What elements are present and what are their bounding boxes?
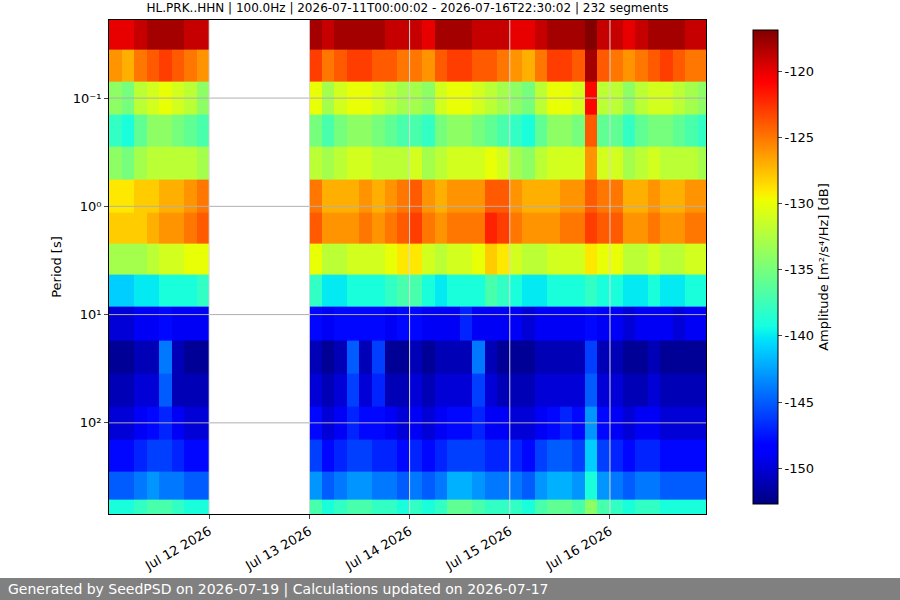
svg-text:Jul 14 2026: Jul 14 2026 bbox=[342, 523, 414, 573]
html-text:Generated by SeedPSD on 2026-0: Generated by SeedPSD on 2026-07-19 | Cal… bbox=[8, 581, 549, 597]
svg-text:-145: -145 bbox=[785, 395, 815, 410]
svg-text:Amplitude [m²/s⁴/Hz] [dB]: Amplitude [m²/s⁴/Hz] [dB] bbox=[816, 183, 831, 351]
svg-text:Jul 15 2026: Jul 15 2026 bbox=[442, 523, 514, 573]
svg-text:Jul 16 2026: Jul 16 2026 bbox=[543, 523, 615, 573]
svg-text:-125: -125 bbox=[785, 130, 815, 145]
svg-text:HL.PRK..HHN | 100.0Hz | 2026-0: HL.PRK..HHN | 100.0Hz | 2026-07-11T00:00… bbox=[147, 1, 669, 15]
svg-text:10⁻¹: 10⁻¹ bbox=[73, 91, 102, 106]
svg-text:Period [s]: Period [s] bbox=[49, 236, 64, 298]
svg-text:-135: -135 bbox=[785, 262, 815, 277]
svg-text:-140: -140 bbox=[785, 328, 815, 343]
svg-text:10⁰: 10⁰ bbox=[80, 199, 102, 214]
svg-text:-120: -120 bbox=[785, 64, 815, 79]
svg-text:Jul 12 2026: Jul 12 2026 bbox=[142, 523, 214, 573]
svg-text:-130: -130 bbox=[785, 196, 815, 211]
svg-text:-150: -150 bbox=[785, 461, 815, 476]
svg-text:10¹: 10¹ bbox=[80, 307, 102, 322]
svg-text:10²: 10² bbox=[80, 415, 102, 430]
svg-text:Jul 13 2026: Jul 13 2026 bbox=[242, 523, 314, 573]
